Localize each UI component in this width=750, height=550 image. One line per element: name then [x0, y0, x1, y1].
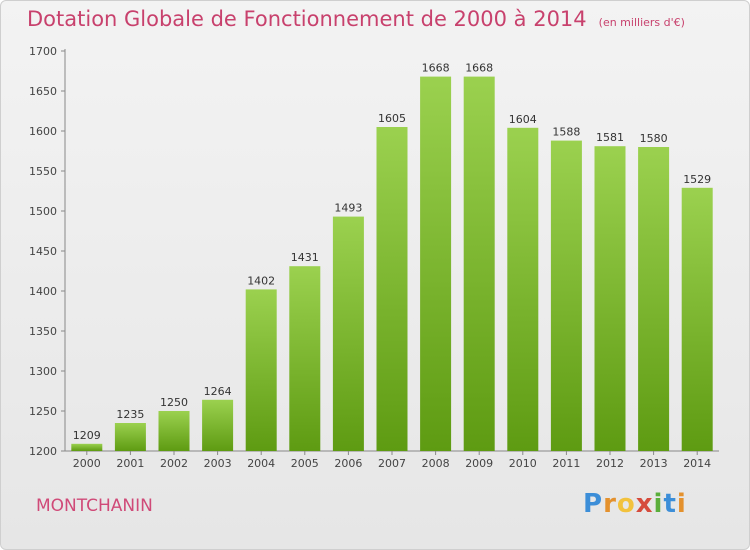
data-label-2008: 1668 [422, 62, 450, 75]
y-tick-label: 1450 [29, 245, 57, 258]
data-label-2003: 1264 [204, 385, 232, 398]
x-tick-label-2005: 2005 [291, 457, 319, 470]
bar-2008 [420, 76, 452, 451]
data-label-2004: 1402 [247, 274, 275, 287]
bar-2011 [550, 140, 582, 451]
x-tick-label-2004: 2004 [247, 457, 275, 470]
x-tick-label-2001: 2001 [116, 457, 144, 470]
y-tick-label: 1200 [29, 445, 57, 458]
x-tick-label-2007: 2007 [378, 457, 406, 470]
chart-axes: 1200 1250 1300 1350 1400 1450 1500 1550 1600 1650… [29, 45, 719, 470]
city-name: MONTCHANIN [36, 496, 153, 516]
data-label-2006: 1493 [334, 202, 362, 215]
bar-2002 [158, 411, 190, 451]
chart-title: Dotation Globale de Fonctionnement de 20… [27, 7, 685, 31]
y-tick-label: 1650 [29, 85, 57, 98]
data-label-2012: 1581 [596, 131, 624, 144]
proxiti-logo: Proxiti [583, 489, 687, 519]
data-label-2013: 1580 [640, 132, 668, 145]
bar-2007 [376, 127, 408, 451]
data-label-2000: 1209 [73, 429, 101, 442]
y-tick-label: 1700 [29, 45, 57, 58]
x-tick-label-2013: 2013 [640, 457, 668, 470]
data-label-2005: 1431 [291, 251, 319, 264]
y-tick-label: 1350 [29, 325, 57, 338]
bar-2003 [202, 399, 234, 451]
bar-2012 [594, 146, 626, 451]
x-tick-label-2012: 2012 [596, 457, 624, 470]
data-label-2010: 1604 [509, 113, 537, 126]
y-tick-label: 1250 [29, 405, 57, 418]
x-tick-label-2011: 2011 [552, 457, 580, 470]
y-tick-label: 1600 [29, 125, 57, 138]
y-tick-label: 1500 [29, 205, 57, 218]
bar-2005 [289, 266, 321, 451]
chart-subtitle: (en milliers d'€) [598, 16, 685, 29]
data-label-2014: 1529 [683, 173, 711, 186]
bar-2000 [71, 443, 103, 451]
x-tick-label-2006: 2006 [334, 457, 362, 470]
bar-2013 [638, 147, 670, 451]
data-label-2011: 1588 [552, 126, 580, 139]
data-label-2002: 1250 [160, 396, 188, 409]
chart-data-labels: 1209 1235 1250 1264 1402 1431 1493 1605 1668 1668… [73, 62, 711, 442]
x-tick-label-2014: 2014 [683, 457, 711, 470]
x-tick-label-2008: 2008 [422, 457, 450, 470]
y-tick-label: 1400 [29, 285, 57, 298]
x-tick-label-2010: 2010 [509, 457, 537, 470]
data-label-2009: 1668 [465, 62, 493, 75]
x-tick-label-2000: 2000 [73, 457, 101, 470]
bar-2014 [681, 187, 713, 452]
chart-bars [71, 76, 713, 452]
x-tick-label-2003: 2003 [204, 457, 232, 470]
x-tick-label-2009: 2009 [465, 457, 493, 470]
bar-2009 [463, 76, 495, 451]
bar-2010 [507, 127, 539, 452]
bar-2004 [245, 289, 277, 451]
data-label-2007: 1605 [378, 112, 406, 125]
bar-2001 [114, 423, 146, 451]
chart-title-text: Dotation Globale de Fonctionnement de 20… [27, 7, 587, 31]
y-tick-label: 1550 [29, 165, 57, 178]
data-label-2001: 1235 [116, 408, 144, 421]
bar-2006 [332, 216, 364, 451]
x-tick-label-2002: 2002 [160, 457, 188, 470]
y-tick-label: 1300 [29, 365, 57, 378]
